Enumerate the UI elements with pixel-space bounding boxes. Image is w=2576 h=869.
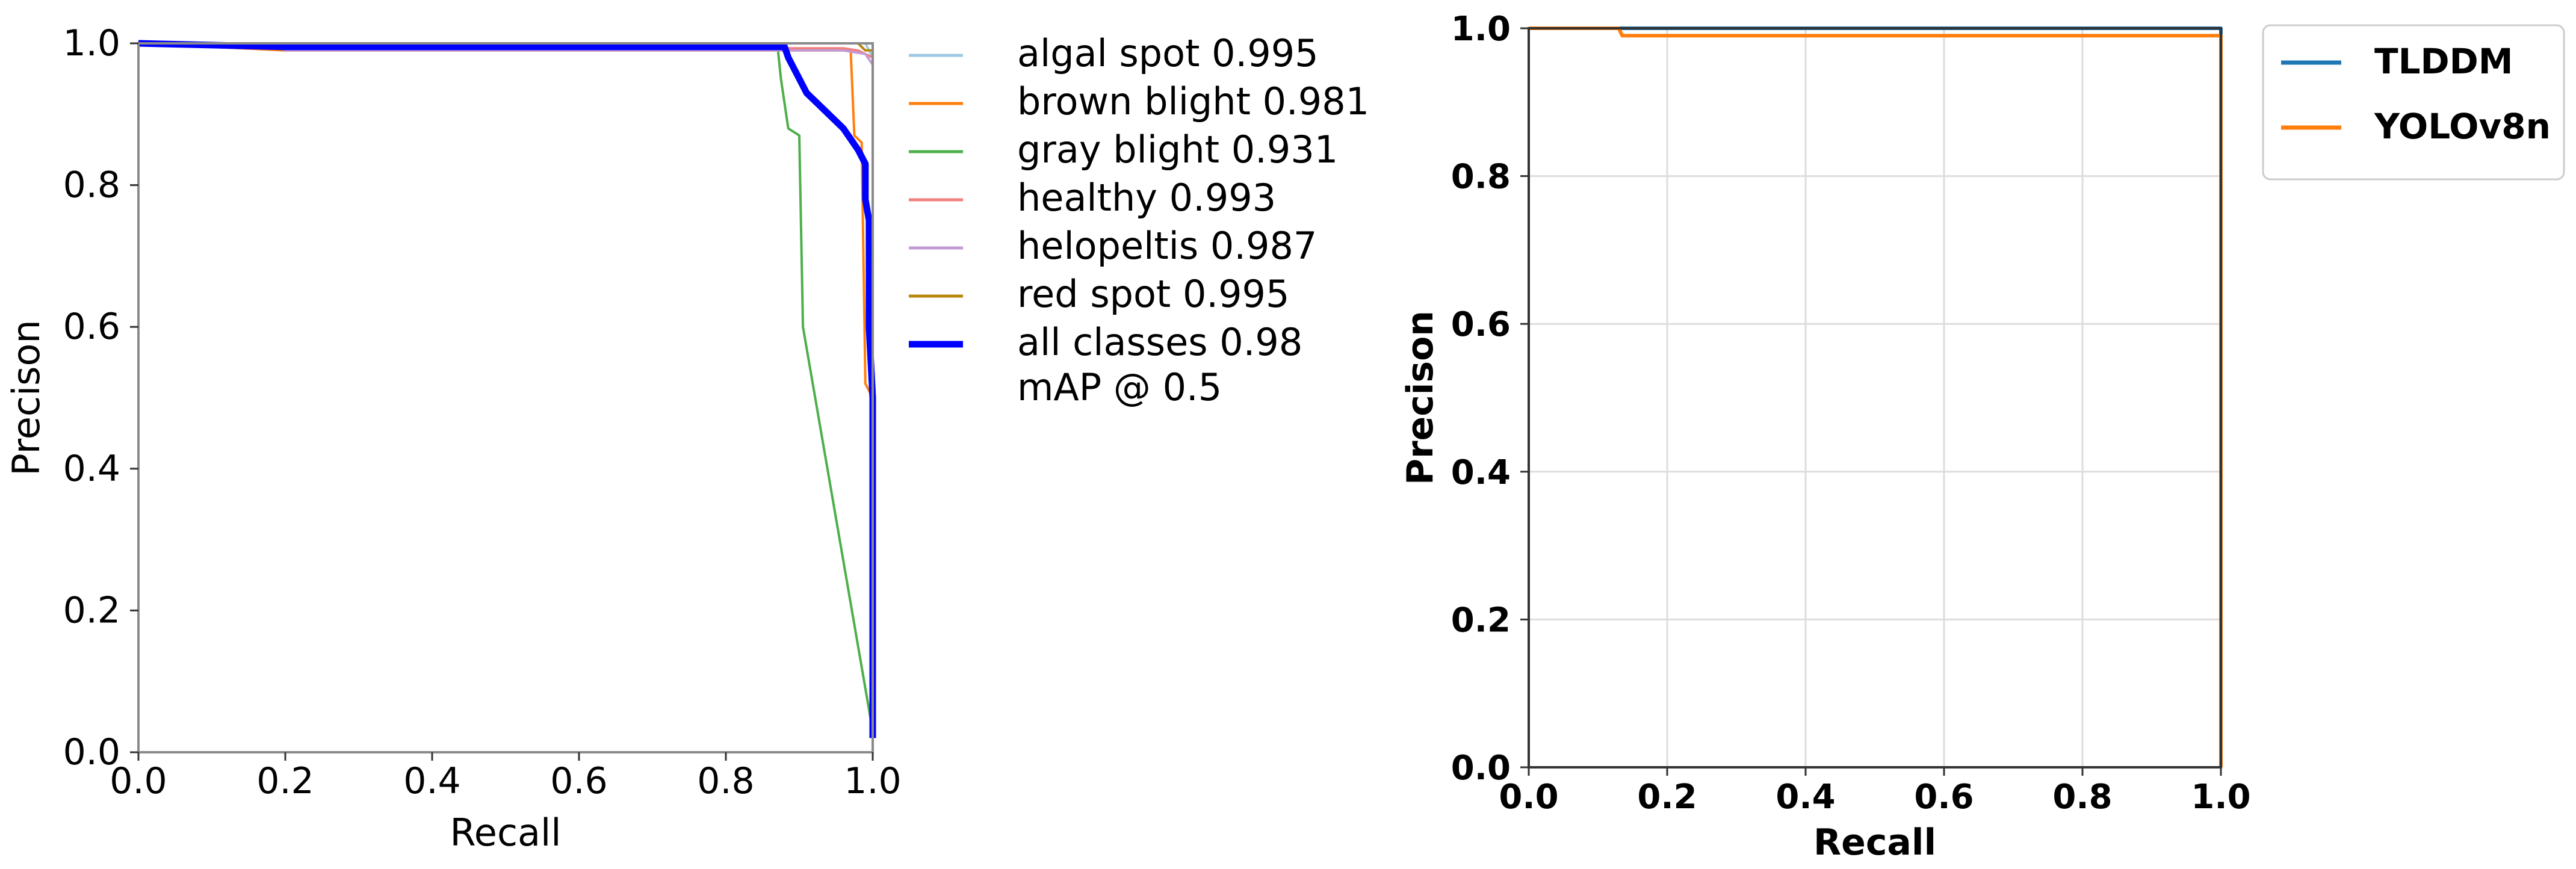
x-tick-label: 0.2 bbox=[1637, 778, 1697, 817]
x-tick-label: 0.4 bbox=[403, 760, 460, 802]
x-tick-label: 0.6 bbox=[550, 760, 607, 802]
x-tick-label: 0.2 bbox=[256, 760, 314, 802]
y-tick-label: 0.2 bbox=[1451, 601, 1511, 640]
x-tick-label: 1.0 bbox=[2191, 778, 2250, 817]
legend-entry: healthy 0.993 bbox=[1017, 176, 1276, 220]
legend: TLDDM YOLOv8n bbox=[2262, 24, 2565, 181]
x-tick-label: 0.8 bbox=[2052, 778, 2112, 817]
legend-entry: algal spot 0.995 bbox=[1017, 31, 1319, 75]
legend-entry: brown blight 0.981 bbox=[1017, 79, 1369, 123]
y-tick-label: 1.0 bbox=[63, 22, 120, 64]
x-tick-label: 1.0 bbox=[844, 760, 901, 802]
right-pr-chart: 0.0 0.2 0.4 0.6 0.8 1.0 0.0 0.2 0.4 0.6 0.8 1.0 Reca… bbox=[1399, 10, 2565, 864]
legend-entry: TLDDM bbox=[2374, 41, 2513, 82]
x-tick-label: 0.6 bbox=[1914, 778, 1974, 817]
legend-entry: all classes 0.98 bbox=[1017, 320, 1302, 364]
y-tick-label: 0.6 bbox=[1451, 305, 1511, 344]
plot-frame bbox=[137, 42, 874, 753]
legend-entry: YOLOv8n bbox=[2374, 106, 2551, 147]
y-tick-label: 0.2 bbox=[63, 589, 120, 631]
legend-entry: helopeltis 0.987 bbox=[1017, 224, 1317, 268]
x-axis-label: Recall bbox=[450, 811, 562, 855]
y-tick-label: 0.4 bbox=[1451, 453, 1511, 492]
plot-frame bbox=[1528, 27, 2222, 768]
y-tick-label: 1.0 bbox=[1451, 10, 1511, 49]
legend-note: mAP @ 0.5 bbox=[1017, 365, 1222, 409]
legend-entry: red spot 0.995 bbox=[1017, 272, 1289, 316]
legend-entry: gray blight 0.931 bbox=[1017, 128, 1338, 172]
x-tick-label: 0.0 bbox=[110, 760, 167, 802]
y-axis-label: Precison bbox=[1399, 311, 1441, 485]
y-tick-label: 0.0 bbox=[1451, 749, 1511, 788]
y-tick-label: 0.4 bbox=[63, 448, 120, 490]
left-pr-chart: 0.0 0.2 0.4 0.6 0.8 1.0 0.0 0.2 0.4 0.6 0.8 1.0 Reca… bbox=[4, 22, 1369, 855]
y-tick-label: 0.8 bbox=[1451, 158, 1511, 197]
y-axis-label: Precison bbox=[4, 320, 48, 475]
y-tick-label: 0.0 bbox=[63, 731, 120, 773]
y-tick-label: 0.8 bbox=[63, 164, 120, 206]
y-tick-label: 0.6 bbox=[63, 306, 120, 348]
series-line-6 bbox=[138, 40, 876, 738]
x-tick-label: 0.8 bbox=[697, 760, 754, 802]
x-tick-label: 0.0 bbox=[1499, 778, 1558, 817]
x-axis-label: Recall bbox=[1813, 821, 1936, 864]
x-tick-label: 0.4 bbox=[1776, 778, 1835, 817]
